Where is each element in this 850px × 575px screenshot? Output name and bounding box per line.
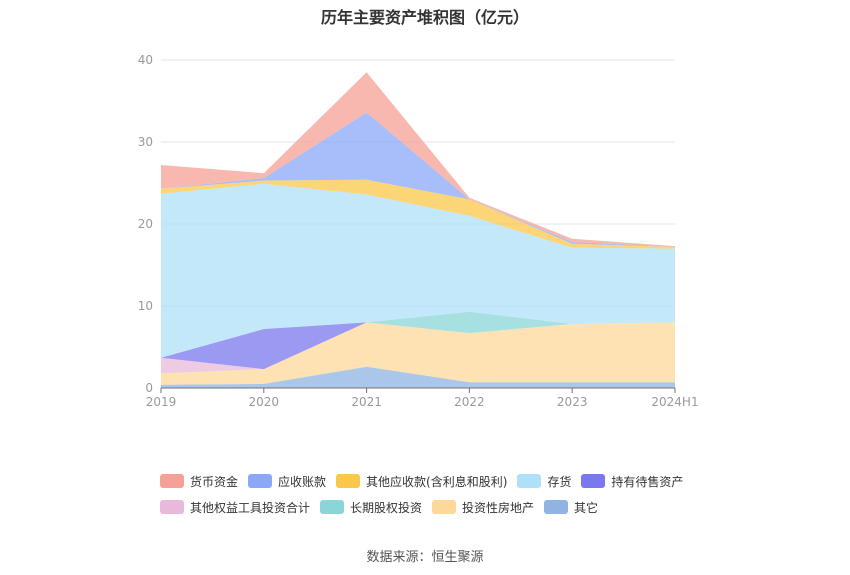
area-series-4: [161, 311, 675, 370]
legend-item[interactable]: 存货: [517, 473, 571, 490]
legend-swatch: [160, 500, 184, 514]
legend-swatch: [544, 500, 569, 514]
chart-title: 历年主要资产堆积图（亿元）: [320, 8, 529, 27]
chart-plot-area: 0 10 20 30 40 2019 2020 2021 2022 2023 2024H1: [138, 53, 699, 409]
x-tick-label: 2019: [146, 395, 177, 409]
legend-label: 其他应收款(含利息和股利): [366, 474, 508, 489]
area-series-7: [161, 112, 675, 247]
x-tick-label: 2023: [557, 395, 588, 409]
legend-label: 货币资金: [190, 474, 239, 489]
x-tick-label: 2021: [351, 395, 382, 409]
legend-item[interactable]: 长期股权投资: [320, 499, 422, 516]
y-tick-label: 40: [138, 53, 153, 67]
legend-item[interactable]: 其他权益工具投资合计: [160, 499, 310, 516]
area-series-3: [161, 311, 675, 374]
x-tick-label: 2020: [249, 395, 280, 409]
legend-item[interactable]: 其它: [544, 499, 598, 516]
legend-label: 投资性房地产: [462, 500, 535, 515]
area-series-0: [161, 366, 675, 388]
x-tick-label: 2024H1: [651, 395, 698, 409]
y-tick-label: 10: [138, 299, 153, 313]
legend-label: 其他权益工具投资合计: [190, 500, 311, 515]
y-tick-label: 20: [138, 217, 153, 231]
area-series-6: [161, 179, 675, 249]
legend-label: 持有待售资产: [611, 474, 684, 489]
area-series-1: [161, 322, 675, 385]
legend-item[interactable]: 其他应收款(含利息和股利): [336, 473, 507, 490]
legend-label: 存货: [547, 474, 572, 489]
legend-row: 货币资金 应收账款 其他应收款(含利息和股利) 存货 持有待售资产: [160, 470, 720, 492]
y-tick-label: 30: [138, 135, 153, 149]
legend-label: 应收账款: [278, 474, 327, 489]
legend-swatch: [320, 500, 345, 514]
legend-swatch: [581, 474, 606, 488]
legend-label: 长期股权投资: [350, 500, 423, 515]
legend-swatch: [517, 474, 542, 488]
stacked-areas: [161, 72, 675, 388]
legend-item[interactable]: 货币资金: [160, 473, 238, 490]
legend-swatch: [432, 500, 457, 514]
area-series-5: [161, 183, 675, 358]
legend-swatch: [248, 474, 273, 488]
chart-legend: 货币资金 应收账款 其他应收款(含利息和股利) 存货 持有待售资产其他权益工具投资合计 长…: [160, 470, 720, 522]
legend-item[interactable]: 持有待售资产: [581, 473, 683, 490]
legend-row: 其他权益工具投资合计 长期股权投资 投资性房地产 其它: [160, 496, 720, 518]
legend-label: 其它: [574, 500, 599, 515]
legend-swatch: [160, 474, 184, 488]
area-series-2: [161, 311, 675, 374]
data-source-note: 数据来源：恒生聚源: [366, 550, 484, 565]
legend-item[interactable]: 应收账款: [248, 473, 326, 490]
x-tick-label: 2022: [454, 395, 485, 409]
legend-swatch: [336, 474, 361, 488]
y-tick-label: 0: [145, 381, 153, 395]
axes: 0 10 20 30 40 2019 2020 2021 2022 2023 2024H1: [138, 53, 699, 409]
legend-item[interactable]: 投资性房地产: [432, 499, 534, 516]
